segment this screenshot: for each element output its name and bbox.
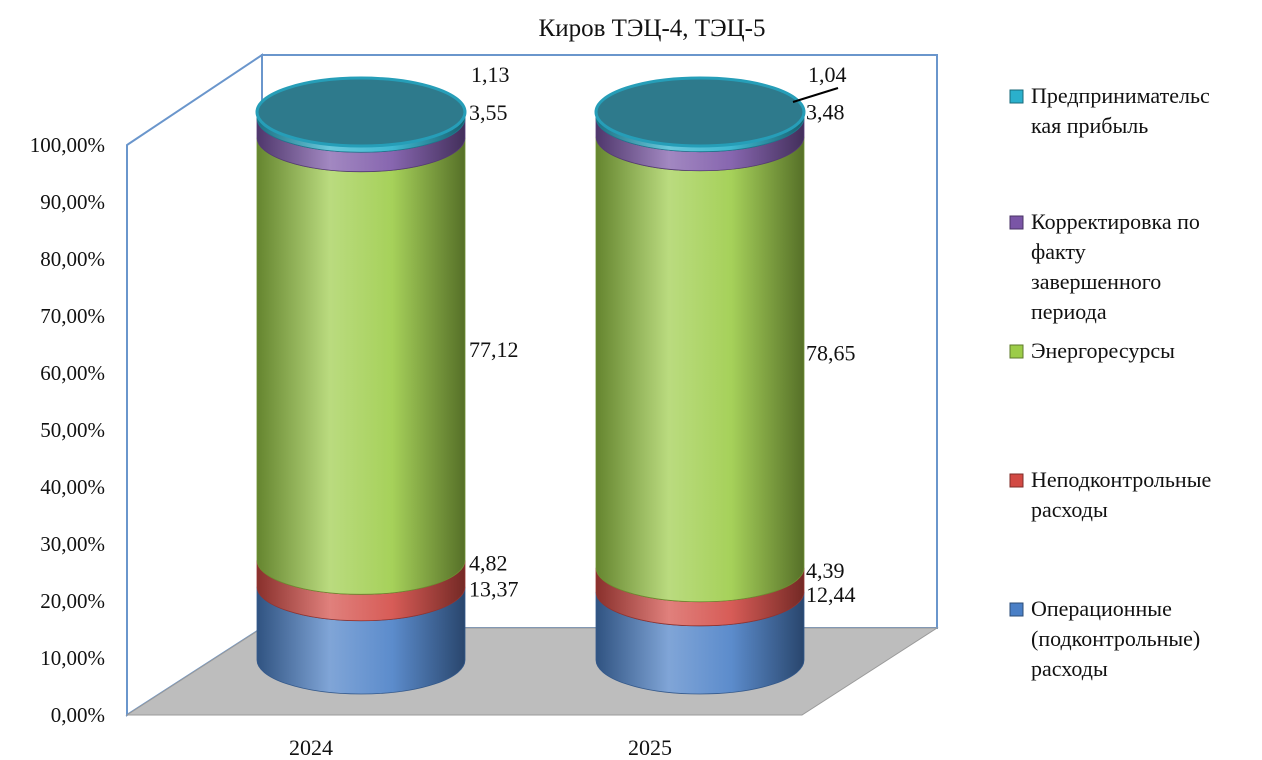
left-wall bbox=[126, 53, 263, 717]
legend-item: Предпринимательс кая прибыль bbox=[1009, 83, 1210, 138]
legend-label: расходы bbox=[1031, 656, 1108, 681]
legend: Предпринимательс кая прибыль Корректировка… bbox=[1009, 83, 1211, 681]
legend-label: (подконтрольные) bbox=[1031, 626, 1200, 651]
legend-item: Операционные (подконтрольные) расходы bbox=[1009, 596, 1200, 681]
y-tick-label: 40,00% bbox=[40, 475, 105, 499]
legend-label: Корректировка по bbox=[1031, 209, 1200, 234]
chart-walls bbox=[126, 53, 938, 717]
legend-item: Неподконтрольные расходы bbox=[1009, 467, 1211, 522]
y-tick-label: 100,00% bbox=[30, 133, 105, 157]
data-label: 1,04 bbox=[808, 62, 847, 87]
chart-title: Киров ТЭЦ-4, ТЭЦ-5 bbox=[539, 15, 766, 42]
legend-swatch bbox=[1009, 473, 1024, 488]
y-axis: 0,00% 10,00% 20,00% 30,00% 40,00% 50,00% 60,00… bbox=[30, 133, 105, 727]
cylinder-2024 bbox=[255, 76, 467, 695]
cylinder-top bbox=[594, 76, 806, 148]
legend-label: завершенного bbox=[1031, 269, 1161, 294]
bar-segment bbox=[595, 136, 805, 603]
data-label: 4,82 bbox=[469, 550, 508, 575]
legend-label: факту bbox=[1031, 239, 1086, 264]
data-label: 12,44 bbox=[806, 582, 856, 607]
legend-label: расходы bbox=[1031, 497, 1108, 522]
legend-label: кая прибыль bbox=[1031, 113, 1148, 138]
legend-swatch bbox=[1009, 89, 1024, 104]
y-tick-label: 50,00% bbox=[40, 418, 105, 442]
y-tick-label: 30,00% bbox=[40, 532, 105, 556]
legend-swatch bbox=[1009, 215, 1024, 230]
data-label: 13,37 bbox=[469, 577, 519, 602]
leader-line bbox=[792, 87, 839, 103]
y-tick-label: 60,00% bbox=[40, 361, 105, 385]
x-tick-label: 2025 bbox=[628, 735, 672, 760]
floor bbox=[125, 627, 939, 716]
legend-swatch bbox=[1009, 344, 1024, 359]
y-tick-label: 10,00% bbox=[40, 646, 105, 670]
y-tick-label: 80,00% bbox=[40, 247, 105, 271]
bars bbox=[255, 76, 806, 695]
data-label: 3,55 bbox=[469, 100, 508, 125]
x-tick-label: 2024 bbox=[289, 735, 333, 760]
y-tick-label: 90,00% bbox=[40, 190, 105, 214]
x-axis: 2024 2025 bbox=[289, 735, 672, 760]
y-tick-label: 70,00% bbox=[40, 304, 105, 328]
data-label: 4,39 bbox=[806, 558, 845, 583]
legend-item: Энергоресурсы bbox=[1009, 338, 1175, 363]
bar-segment bbox=[256, 137, 466, 595]
data-label: 78,65 bbox=[806, 340, 856, 365]
y-tick-label: 20,00% bbox=[40, 589, 105, 613]
data-label: 3,48 bbox=[806, 100, 845, 125]
y-tick-label: 0,00% bbox=[51, 703, 105, 727]
chart-floor bbox=[125, 627, 939, 716]
legend-label: Операционные bbox=[1031, 596, 1172, 621]
legend-item: Корректировка по факту завершенного периода bbox=[1009, 209, 1200, 324]
data-labels: 13,374,82 77,12 3,55 1,13 12,444,39 78,65 3,48… bbox=[469, 62, 856, 607]
cylinder-2025 bbox=[594, 76, 806, 695]
legend-label: Неподконтрольные bbox=[1031, 467, 1211, 492]
legend-label: Энергоресурсы bbox=[1031, 338, 1175, 363]
legend-label: Предпринимательс bbox=[1031, 83, 1210, 108]
data-label: 1,13 bbox=[471, 62, 510, 87]
data-label: 77,12 bbox=[469, 337, 519, 362]
cylinder-top bbox=[255, 76, 467, 148]
legend-swatch bbox=[1009, 602, 1024, 617]
legend-label: периода bbox=[1031, 299, 1107, 324]
